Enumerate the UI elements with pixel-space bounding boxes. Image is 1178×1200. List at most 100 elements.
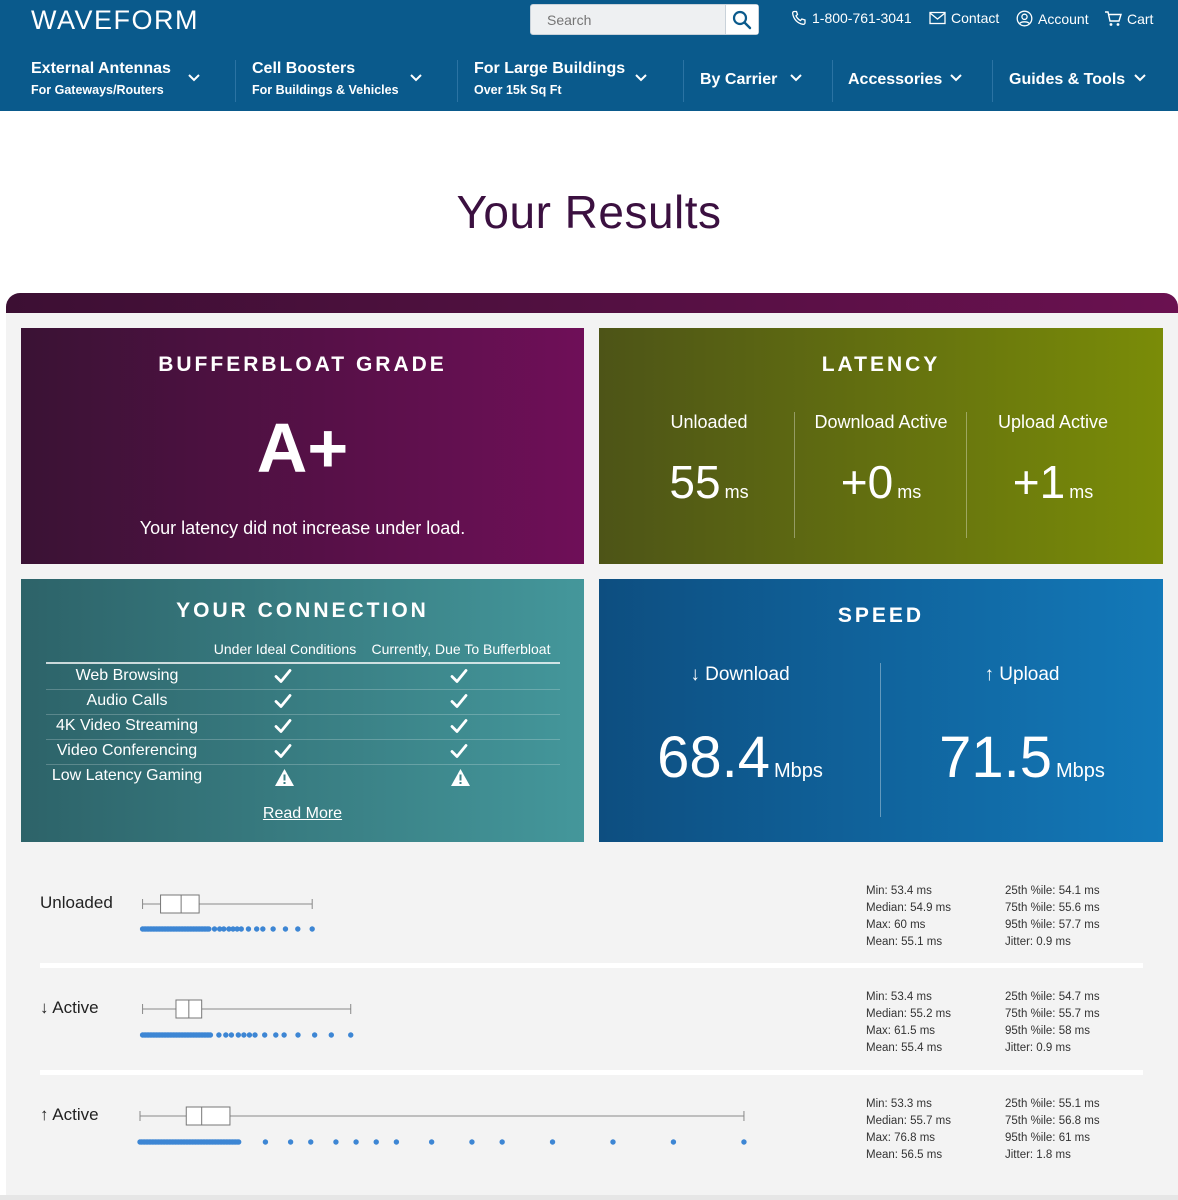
stat-line: 75th %ile: 56.8 ms (1005, 1115, 1100, 1127)
warning-icon (450, 768, 471, 792)
cart-icon (1105, 11, 1122, 26)
bufferbloat-grade-card (21, 328, 584, 564)
your-connection-card (21, 579, 584, 842)
speed-title: SPEED (837, 604, 925, 627)
search-button[interactable] (725, 5, 758, 34)
stat-line: Max: 76.8 ms (866, 1132, 936, 1144)
nav-title: By Carrier (700, 71, 778, 88)
page-title: Your Results (456, 186, 722, 238)
upload-unit: Mbps (1055, 760, 1105, 782)
contact-link[interactable]: Contact (929, 10, 999, 26)
stat-line: Min: 53.4 ms (866, 991, 932, 1003)
nav-cell-boosters[interactable]: Cell Boosters For Buildings & Vehicles (252, 60, 399, 97)
chevron-down-icon[interactable] (789, 73, 803, 83)
stat-line: Min: 53.4 ms (866, 885, 932, 897)
connection-header-rule (46, 662, 560, 664)
connection-row-label: Video Conferencing (56, 742, 198, 759)
latency-number: +1 (1012, 456, 1066, 508)
connection-row: Web Browsing (46, 665, 560, 690)
plot-bottom-edge (0, 1195, 1178, 1200)
grade-value: A+ (256, 409, 349, 487)
checkmark-icon (450, 718, 468, 739)
nav-title: For Large Buildings (474, 60, 626, 77)
nav-divider (235, 60, 236, 102)
upload-value: 71.5 Mbps (881, 724, 1163, 791)
latency-divider (794, 412, 795, 538)
grade-description: Your latency did not increase under load… (139, 518, 466, 538)
nav-title: Guides & Tools (1009, 71, 1126, 88)
stat-line: Jitter: 1.8 ms (1005, 1149, 1071, 1161)
chevron-down-icon[interactable] (634, 73, 648, 83)
stats-right: 25th %ile: 54.7 ms 75th %ile: 55.7 ms 95th… (1005, 989, 1100, 1057)
stat-line: Mean: 55.1 ms (866, 936, 943, 948)
account-label: Account (1038, 10, 1089, 27)
chevron-down-icon[interactable] (949, 73, 963, 83)
latency-value: +1 ms (967, 455, 1139, 509)
checkmark-icon (274, 718, 292, 739)
connection-row-label: Web Browsing (75, 667, 179, 684)
checkmark-icon (274, 668, 292, 689)
stats-left: Min: 53.3 ms Median: 55.7 ms Max: 76.8 ms M… (866, 1096, 951, 1164)
latency-unit: ms (897, 482, 922, 502)
nav-guides-tools[interactable]: Guides & Tools (1009, 71, 1125, 89)
stat-line: Median: 55.7 ms (866, 1115, 952, 1127)
latency-unit: ms (1069, 482, 1094, 502)
latency-number: +0 (840, 456, 894, 508)
download-speed: ↓ Download 68.4 Mbps (599, 664, 881, 791)
waveform-logo[interactable]: WAVEFORM (31, 5, 199, 35)
cart-label: Cart (1127, 10, 1154, 27)
speed-divider (880, 663, 881, 817)
stat-line: Median: 54.9 ms (866, 902, 952, 914)
stat-line: Jitter: 0.9 ms (1005, 1042, 1071, 1054)
warning-icon (274, 768, 295, 792)
stat-line: Max: 60 ms (866, 919, 926, 931)
chevron-down-icon[interactable] (409, 73, 423, 83)
nav-title: Accessories (848, 71, 943, 88)
phone-number: 1-800-761-3041 (812, 10, 912, 26)
nav-by-carrier[interactable]: By Carrier (700, 71, 777, 89)
download-value: 68.4 Mbps (599, 724, 881, 791)
plot-label-download-active: ↓ Active (40, 998, 99, 1017)
connection-row-label: Audio Calls (86, 692, 168, 709)
nav-divider (457, 60, 458, 102)
col-current-header: Currently, Due To Bufferbloat (371, 641, 551, 657)
connection-title: YOUR CONNECTION (176, 599, 429, 622)
latency-card (599, 328, 1163, 564)
connection-row: 4K Video Streaming (46, 715, 560, 740)
download-number: 68.4 (657, 725, 770, 790)
checkmark-icon (450, 668, 468, 689)
stats-left: Min: 53.4 ms Median: 54.9 ms Max: 60 ms Mea… (866, 883, 951, 951)
stat-line: Mean: 55.4 ms (866, 1042, 943, 1054)
search-icon (732, 10, 752, 29)
checkmark-icon (450, 693, 468, 714)
upload-number: 71.5 (939, 725, 1052, 790)
phone-icon (792, 10, 806, 25)
latency-label: Unloaded (670, 412, 748, 432)
search-input[interactable] (531, 5, 727, 34)
chevron-down-icon[interactable] (1133, 73, 1147, 83)
nav-divider (832, 60, 833, 102)
nav-accessories[interactable]: Accessories (848, 71, 942, 89)
latency-title: LATENCY (821, 353, 941, 376)
account-link[interactable]: Account (1016, 10, 1089, 27)
checkmark-icon (274, 693, 292, 714)
account-icon (1016, 10, 1033, 27)
cart-link[interactable]: Cart (1104, 10, 1153, 27)
speed-card (599, 579, 1163, 842)
stat-line: Min: 53.3 ms (866, 1098, 932, 1110)
phone-link[interactable]: 1-800-761-3041 (791, 10, 912, 26)
plot-label-unloaded: Unloaded (40, 893, 113, 912)
chevron-down-icon[interactable] (187, 73, 201, 83)
search-box[interactable] (530, 4, 759, 35)
nav-divider (992, 60, 993, 102)
download-unit: Mbps (773, 760, 823, 782)
checkmark-icon (274, 743, 292, 764)
envelope-icon (929, 11, 946, 25)
site-header: WAVEFORM 1-800-761-3041 Contact Account (0, 0, 1178, 111)
latency-upload-active: Upload Active +1 ms (967, 412, 1139, 509)
read-more-link[interactable]: Read More (262, 805, 343, 822)
nav-external-antennas[interactable]: External Antennas For Gateways/Routers (31, 60, 171, 97)
nav-title: External Antennas (31, 60, 171, 77)
nav-large-buildings[interactable]: For Large Buildings Over 15k Sq Ft (474, 60, 625, 97)
latency-label: Download Active (814, 412, 948, 432)
